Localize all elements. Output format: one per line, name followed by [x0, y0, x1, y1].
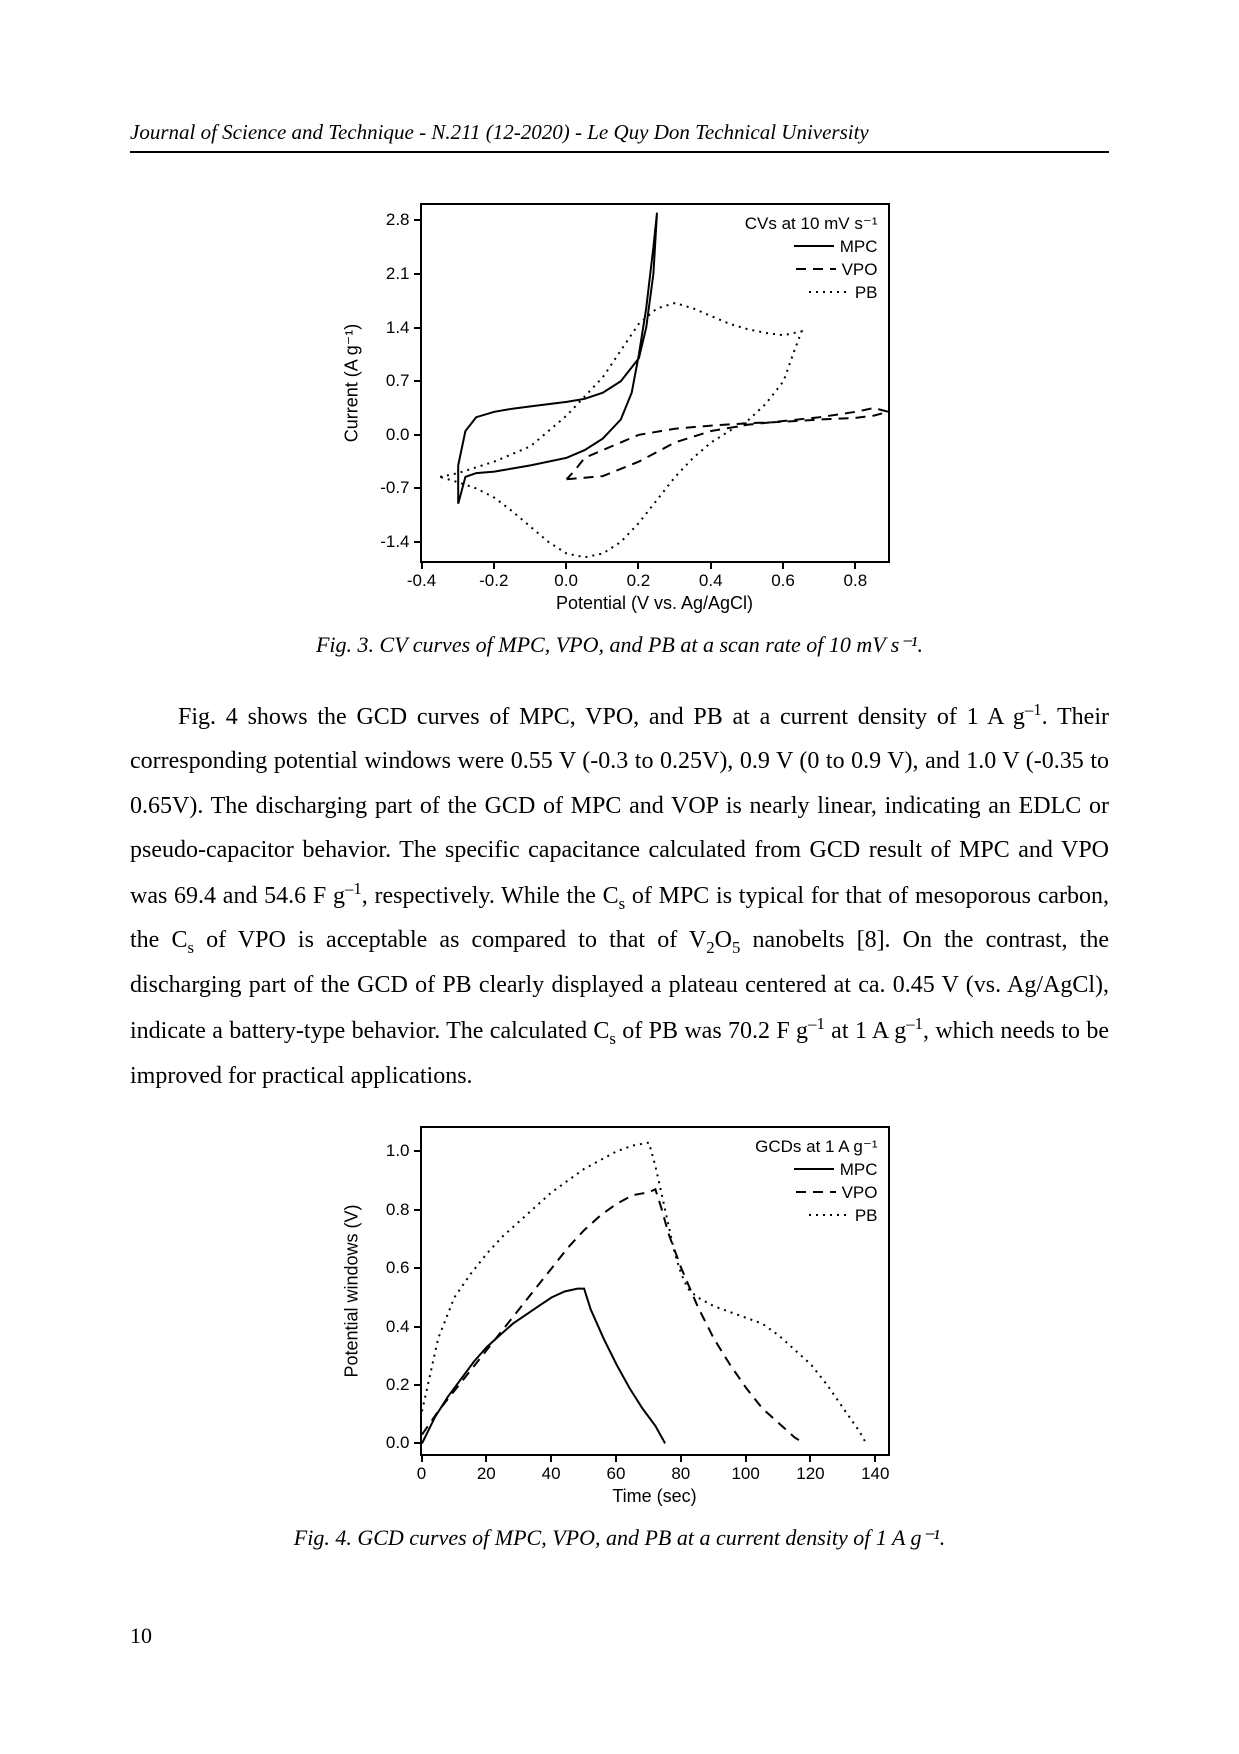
- fig3-ytick-label: -1.4: [380, 532, 409, 552]
- fig3-series-pb: [440, 303, 801, 557]
- fig4-container: Potential windows (V) 0.0 0.2 0.4 0.6 0.8 1.0 0…: [130, 1126, 1109, 1507]
- fig4-xtick-label: 80: [671, 1464, 690, 1484]
- fig3-xtick-label: -0.4: [407, 571, 436, 591]
- fig3-legend-item-label: VPO: [842, 259, 878, 282]
- fig3-container: Current (A g⁻¹) -1.4 -0.7 0.0 0.7 1.4 2.1 2.8 -0…: [130, 203, 1109, 614]
- fig3-legend-item-label: PB: [855, 282, 878, 305]
- fig3-xtick-label: 0.8: [844, 571, 868, 591]
- fig3-legend-title: CVs at 10 mV s⁻¹: [745, 213, 878, 236]
- fig3-legend-line-icon: [809, 285, 849, 301]
- body-paragraph: Fig. 4 shows the GCD curves of MPC, VPO,…: [130, 694, 1109, 1098]
- fig4-legend-line-icon: [796, 1185, 836, 1201]
- fig3-legend: CVs at 10 mV s⁻¹MPCVPOPB: [745, 213, 878, 305]
- fig3-ytick-label: 2.8: [386, 210, 410, 230]
- fig4-legend-line-icon: [809, 1208, 849, 1224]
- fig3-series-mpc: [458, 213, 657, 504]
- fig4-ytick-label: 0.4: [386, 1317, 410, 1337]
- fig3-legend-item-label: MPC: [840, 236, 878, 259]
- fig4-series-mpc: [422, 1289, 665, 1444]
- fig3-xtick-label: 0.0: [554, 571, 578, 591]
- fig3-legend-line-icon: [796, 262, 836, 278]
- fig4-plot-area: Potential windows (V)0.00.20.40.60.81.00…: [420, 1126, 890, 1456]
- fig4-legend: GCDs at 1 A g⁻¹MPCVPOPB: [755, 1136, 877, 1228]
- fig3-ytick-label: 0.7: [386, 371, 410, 391]
- fig4-legend-line-icon: [794, 1162, 834, 1178]
- fig3-legend-line-icon: [794, 239, 834, 255]
- fig3-plot-area: Current (A g⁻¹)-1.4-0.70.00.71.42.12.8-0…: [420, 203, 890, 563]
- fig3-series-vpo: [566, 408, 888, 479]
- fig3-ytick-label: 2.1: [386, 264, 410, 284]
- fig3-ytick-label: 1.4: [386, 318, 410, 338]
- fig4-xtick-label: 60: [607, 1464, 626, 1484]
- fig3-x-label: Potential (V vs. Ag/AgCl): [420, 593, 890, 614]
- fig3-xtick-label: 0.2: [627, 571, 651, 591]
- fig4-ytick-label: 0.2: [386, 1375, 410, 1395]
- fig4-y-label: Potential windows (V): [341, 1204, 362, 1377]
- fig4-xtick-label: 0: [417, 1464, 426, 1484]
- fig4-x-label: Time (sec): [420, 1486, 890, 1507]
- page-number: 10: [130, 1623, 152, 1649]
- fig3-y-label: Current (A g⁻¹): [341, 324, 362, 443]
- fig4-ytick-label: 0.8: [386, 1200, 410, 1220]
- fig4-legend-item-label: PB: [855, 1205, 878, 1228]
- fig3-ytick-label: 0.0: [386, 425, 410, 445]
- fig4-legend-item-label: MPC: [840, 1159, 878, 1182]
- fig4-legend-title: GCDs at 1 A g⁻¹: [755, 1136, 877, 1159]
- fig3-ytick-label: -0.7: [380, 478, 409, 498]
- fig4-xtick-label: 100: [731, 1464, 759, 1484]
- fig3-xtick-label: 0.4: [699, 571, 723, 591]
- fig4-ytick-label: 1.0: [386, 1141, 410, 1161]
- fig4-caption: Fig. 4. GCD curves of MPC, VPO, and PB a…: [130, 1525, 1109, 1551]
- fig3-xtick-label: -0.2: [479, 571, 508, 591]
- fig4-ytick-label: 0.0: [386, 1433, 410, 1453]
- fig3-caption: Fig. 3. CV curves of MPC, VPO, and PB at…: [130, 632, 1109, 658]
- journal-header: Journal of Science and Technique - N.211…: [130, 120, 1109, 153]
- fig4-legend-item-label: VPO: [842, 1182, 878, 1205]
- fig4-xtick-label: 120: [796, 1464, 824, 1484]
- fig4-ytick-label: 0.6: [386, 1258, 410, 1278]
- fig4-series-vpo: [422, 1189, 805, 1443]
- fig4-xtick-label: 20: [477, 1464, 496, 1484]
- fig4-xtick-label: 40: [542, 1464, 561, 1484]
- fig4-xtick-label: 140: [861, 1464, 889, 1484]
- fig3-xtick-label: 0.6: [771, 571, 795, 591]
